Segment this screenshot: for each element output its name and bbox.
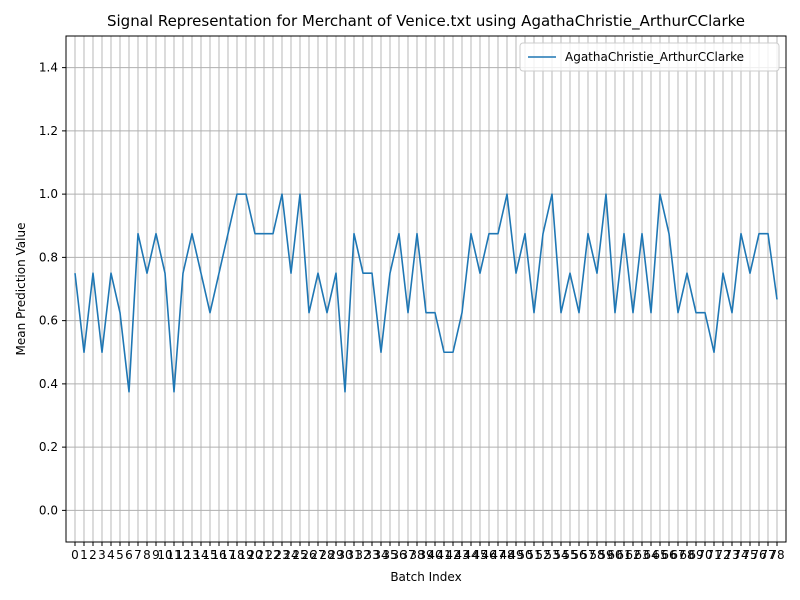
legend: AgathaChristie_ArthurCClarke bbox=[519, 42, 780, 72]
x-tick-label: 10 bbox=[157, 548, 172, 562]
x-tick-label: 62 bbox=[625, 548, 640, 562]
x-tick-label: 5 bbox=[116, 548, 124, 562]
x-tick-label: 28 bbox=[319, 548, 334, 562]
x-tick-label: 53 bbox=[544, 548, 559, 562]
x-tick-label: 43 bbox=[454, 548, 469, 562]
x-tick-label: 41 bbox=[436, 548, 451, 562]
x-tick-label: 11 bbox=[166, 548, 181, 562]
x-tick-label: 35 bbox=[382, 548, 397, 562]
x-tick-label: 50 bbox=[517, 548, 532, 562]
x-tick-label: 9 bbox=[152, 548, 160, 562]
x-tick-label: 44 bbox=[463, 548, 478, 562]
x-tick-label: 70 bbox=[697, 548, 712, 562]
x-tick-label: 55 bbox=[562, 548, 577, 562]
x-tick-label: 60 bbox=[607, 548, 622, 562]
y-tick-label: 0.8 bbox=[39, 250, 58, 264]
x-tick-label: 37 bbox=[400, 548, 415, 562]
x-tick-label: 1 bbox=[80, 548, 88, 562]
legend-box bbox=[519, 42, 780, 72]
x-tick-label: 46 bbox=[481, 548, 496, 562]
x-tick-label: 31 bbox=[346, 548, 361, 562]
x-tick-label: 12 bbox=[175, 548, 190, 562]
x-tick-label: 69 bbox=[688, 548, 703, 562]
y-tick-label: 0.4 bbox=[39, 377, 58, 391]
x-tick-label: 30 bbox=[337, 548, 352, 562]
series-lines bbox=[74, 193, 778, 393]
series-line bbox=[74, 193, 778, 393]
y-tick-label: 1.4 bbox=[39, 61, 58, 75]
x-tick-label: 32 bbox=[355, 548, 370, 562]
x-tick-label: 74 bbox=[733, 548, 748, 562]
x-tick-label: 45 bbox=[472, 548, 487, 562]
x-tick-label: 58 bbox=[589, 548, 604, 562]
x-tick-label: 39 bbox=[418, 548, 433, 562]
x-tick-label: 73 bbox=[724, 548, 739, 562]
x-tick-label: 59 bbox=[598, 548, 613, 562]
x-tick-label: 14 bbox=[193, 548, 208, 562]
x-tick-label: 49 bbox=[508, 548, 523, 562]
x-tick-label: 72 bbox=[715, 548, 730, 562]
x-tick-label: 56 bbox=[571, 548, 586, 562]
x-tick-label: 71 bbox=[706, 548, 721, 562]
x-tick-label: 52 bbox=[535, 548, 550, 562]
x-tick-label: 68 bbox=[679, 548, 694, 562]
x-tick-label: 7 bbox=[134, 548, 142, 562]
x-tick-label: 18 bbox=[229, 548, 244, 562]
x-tick-label: 23 bbox=[274, 548, 289, 562]
x-axis-label: Batch Index bbox=[390, 570, 461, 584]
x-tick-label: 26 bbox=[301, 548, 316, 562]
x-tick-label: 61 bbox=[616, 548, 631, 562]
x-tick-label: 6 bbox=[125, 548, 133, 562]
x-tick-label: 4 bbox=[107, 548, 115, 562]
x-tick-label: 36 bbox=[391, 548, 406, 562]
x-tick-label: 77 bbox=[760, 548, 775, 562]
x-tick-label: 3 bbox=[98, 548, 106, 562]
x-tick-label: 15 bbox=[202, 548, 217, 562]
y-tick-label: 0.2 bbox=[39, 440, 58, 454]
x-tick-label: 64 bbox=[643, 548, 658, 562]
x-tick-label: 0 bbox=[71, 548, 79, 562]
y-tick-label: 1.2 bbox=[39, 124, 58, 138]
x-tick-label: 27 bbox=[310, 548, 325, 562]
x-tick-label: 75 bbox=[742, 548, 757, 562]
x-tick-label: 13 bbox=[184, 548, 199, 562]
x-tick-label: 25 bbox=[292, 548, 307, 562]
axis-ticks: 0 1 2 3 4 5 6 7 8 9101112131415161718192021222324… bbox=[39, 61, 785, 562]
x-tick-label: 21 bbox=[256, 548, 271, 562]
x-tick-label: 54 bbox=[553, 548, 568, 562]
x-tick-label: 33 bbox=[364, 548, 379, 562]
x-tick-label: 63 bbox=[634, 548, 649, 562]
x-tick-label: 67 bbox=[670, 548, 685, 562]
grid-lines bbox=[66, 36, 786, 542]
x-tick-label: 38 bbox=[409, 548, 424, 562]
y-tick-label: 1.0 bbox=[39, 187, 58, 201]
x-tick-label: 34 bbox=[373, 548, 388, 562]
x-tick-label: 19 bbox=[238, 548, 253, 562]
x-tick-label: 42 bbox=[445, 548, 460, 562]
x-tick-label: 66 bbox=[661, 548, 676, 562]
y-tick-label: 0.6 bbox=[39, 314, 58, 328]
x-tick-label: 65 bbox=[652, 548, 667, 562]
x-tick-label: 76 bbox=[751, 548, 766, 562]
x-tick-label: 78 bbox=[769, 548, 784, 562]
x-tick-label: 40 bbox=[427, 548, 442, 562]
x-tick-label: 16 bbox=[211, 548, 226, 562]
y-axis-label: Mean Prediction Value bbox=[14, 223, 28, 356]
y-tick-label: 0.0 bbox=[39, 503, 58, 517]
x-tick-label: 24 bbox=[283, 548, 298, 562]
x-tick-label: 20 bbox=[247, 548, 262, 562]
x-tick-label: 8 bbox=[143, 548, 151, 562]
x-tick-label: 47 bbox=[490, 548, 505, 562]
x-tick-label: 48 bbox=[499, 548, 514, 562]
x-tick-label: 2 bbox=[89, 548, 97, 562]
x-tick-label: 57 bbox=[580, 548, 595, 562]
chart-title: Signal Representation for Merchant of Ve… bbox=[107, 12, 745, 31]
legend-label: AgathaChristie_ArthurCClarke bbox=[565, 50, 744, 64]
x-tick-label: 29 bbox=[328, 548, 343, 562]
x-tick-label: 17 bbox=[220, 548, 235, 562]
x-tick-label: 51 bbox=[526, 548, 541, 562]
x-tick-label: 22 bbox=[265, 548, 280, 562]
